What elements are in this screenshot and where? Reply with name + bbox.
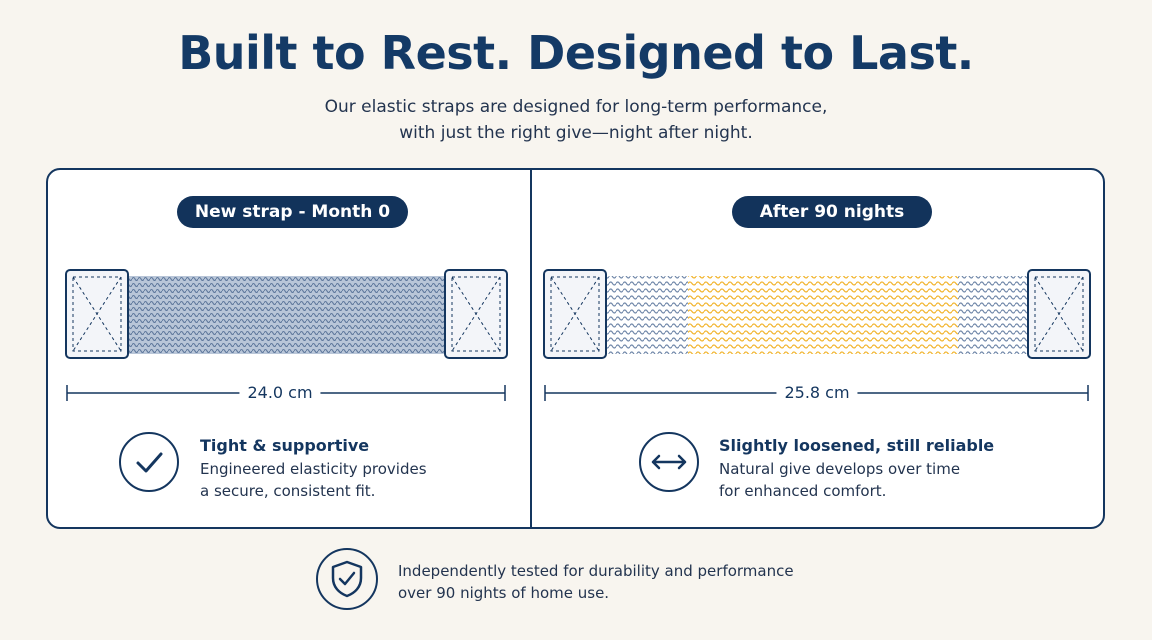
badge-new-strap: New strap - Month 0 xyxy=(177,196,408,228)
checkmark-icon xyxy=(119,432,179,492)
subtitle-line-2: with just the right give—night after nig… xyxy=(399,123,753,143)
feature-title-new: Tight & supportive xyxy=(200,436,370,455)
feature-title-worn: Slightly loosened, still reliable xyxy=(719,436,995,455)
subtitle-line-1: Our elastic straps are designed for long… xyxy=(324,97,828,117)
feature-desc-worn: Natural give develops over time for enha… xyxy=(719,458,999,502)
feature-desc-new-line-1: Engineered elasticity provides xyxy=(200,460,427,478)
measurement-new: 24.0 cm xyxy=(239,383,321,402)
measurement-worn: 25.8 cm xyxy=(776,383,858,402)
new-strap xyxy=(65,269,508,359)
worn-strap-stretch-zone xyxy=(688,276,958,354)
panel-divider xyxy=(530,168,532,529)
footer-note-line-1: Independently tested for durability and … xyxy=(398,562,794,580)
shield-check-icon xyxy=(316,548,378,610)
page-title: Built to Rest. Designed to Last. xyxy=(178,26,974,80)
footer-note-line-2: over 90 nights of home use. xyxy=(398,584,610,602)
badge-after-90-nights: After 90 nights xyxy=(732,196,932,228)
feature-desc-worn-line-2: for enhanced comfort. xyxy=(719,482,887,500)
double-arrow-icon xyxy=(639,432,699,492)
feature-desc-new-line-2: a secure, consistent fit. xyxy=(200,482,376,500)
worn-strap xyxy=(543,269,1091,359)
footer-note: Independently tested for durability and … xyxy=(398,560,794,604)
page-subtitle: Our elastic straps are designed for long… xyxy=(0,94,1152,146)
new-strap-band xyxy=(126,276,448,354)
feature-desc-new: Engineered elasticity provides a secure,… xyxy=(200,458,480,502)
feature-desc-worn-line-1: Natural give develops over time xyxy=(719,460,961,478)
